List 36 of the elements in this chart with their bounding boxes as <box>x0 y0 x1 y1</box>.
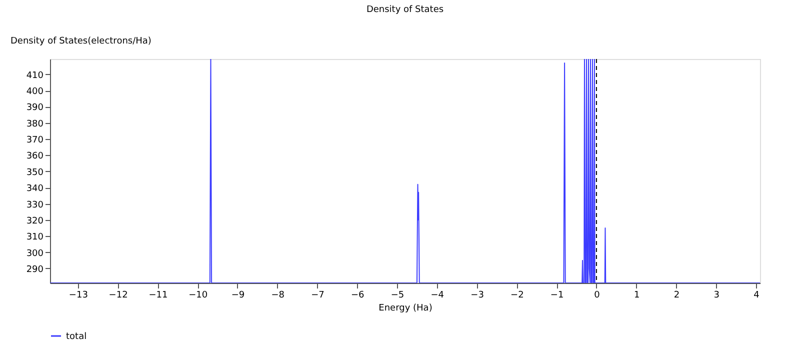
x-tick-label: 4 <box>754 290 760 300</box>
x-tick-label: −6 <box>350 290 365 300</box>
y-tick-label: 310 <box>26 232 44 243</box>
x-tick-label: −1 <box>550 290 564 300</box>
y-tick-label: 360 <box>26 152 44 162</box>
x-tick-label: −13 <box>68 290 88 300</box>
x-tick-label: −2 <box>510 290 524 300</box>
x-tick-label: −11 <box>148 290 168 300</box>
x-axis-title: Energy (Ha) <box>378 304 432 314</box>
x-tick-label: −7 <box>311 290 324 300</box>
y-tick-label: 410 <box>26 70 44 81</box>
x-tick-label: −4 <box>430 290 444 300</box>
legend-label: total <box>66 332 87 342</box>
x-tick-label: 2 <box>674 290 680 300</box>
y-tick-label: 400 <box>26 87 44 98</box>
x-tick-label: −3 <box>470 290 484 300</box>
y-tick-label: 330 <box>26 200 44 210</box>
x-tick-label: 3 <box>714 290 720 300</box>
y-tick-label: 390 <box>26 103 44 114</box>
y-axis-title: Density of States(electrons/Ha) <box>10 36 152 46</box>
x-tick-label: 0 <box>594 290 600 300</box>
y-tick-label: 300 <box>26 248 44 259</box>
x-tick-label: −9 <box>231 290 245 300</box>
y-tick-label: 290 <box>26 264 44 275</box>
chart-title: Density of States <box>366 5 444 15</box>
y-tick-label: 340 <box>26 184 44 194</box>
line-series <box>50 59 760 283</box>
y-tick-label: 350 <box>26 168 44 178</box>
x-tick-label: −5 <box>390 290 404 300</box>
x-tick-label: 1 <box>634 290 640 300</box>
y-tick-label: 370 <box>26 136 44 146</box>
x-tick-label: −12 <box>108 290 128 300</box>
y-tick-label: 320 <box>26 216 44 226</box>
x-tick-label: −8 <box>271 290 285 300</box>
y-tick-label: 380 <box>26 119 44 130</box>
x-tick-label: −10 <box>188 290 208 300</box>
